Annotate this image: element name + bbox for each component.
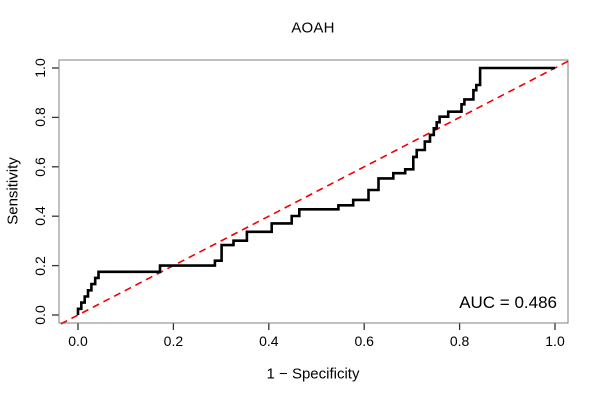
chance-diagonal-line xyxy=(60,60,569,325)
y-tick-label: 0.8 xyxy=(32,107,48,128)
x-tick-label: 0.4 xyxy=(259,333,279,349)
auc-annotation: AUC = 0.486 xyxy=(459,293,557,312)
plot-box xyxy=(58,59,569,324)
y-tick-label: 0.2 xyxy=(32,255,48,276)
y-tick-label: 0.4 xyxy=(32,206,48,226)
roc-curve xyxy=(76,66,555,315)
y-tick-label: 0.6 xyxy=(32,157,48,177)
x-tick-label: 0.0 xyxy=(68,333,88,349)
y-tick-label: 1.0 xyxy=(32,58,48,78)
y-axis-label: Sensitivity xyxy=(4,157,22,225)
x-axis-label: 1 − Specificity xyxy=(266,365,360,383)
y-tick-label: 0.0 xyxy=(32,305,48,325)
x-tick-label: 1.0 xyxy=(545,333,565,349)
axis-ticks xyxy=(52,67,556,330)
x-tick-label: 0.2 xyxy=(163,333,184,349)
chart-title: AOAH xyxy=(291,19,335,37)
x-tick-label: 0.8 xyxy=(449,333,470,349)
x-tick-label: 0.6 xyxy=(354,333,374,349)
